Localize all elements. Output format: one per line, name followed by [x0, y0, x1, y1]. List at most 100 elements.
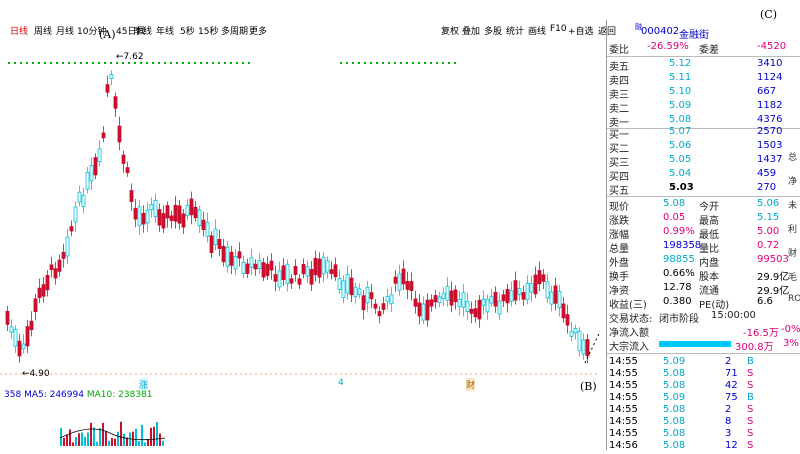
- candle-body: [485, 298, 490, 313]
- period-year[interactable]: 年线: [156, 27, 175, 37]
- volume-bar: [81, 432, 83, 446]
- date-mark-1: 涨: [139, 378, 149, 391]
- signal-dot: [62, 62, 64, 64]
- candle-body: [381, 303, 386, 310]
- volume-bar: [156, 422, 158, 446]
- tick-volume: 71: [725, 368, 738, 379]
- candle-body: [285, 263, 290, 284]
- quote-label: 收益(三): [609, 300, 647, 311]
- signal-dot: [236, 62, 238, 64]
- stock-code: 000402: [641, 26, 680, 37]
- bid-volume: 2570: [757, 126, 783, 137]
- quote-row: 净资 12.78 流通 29.9亿: [607, 282, 800, 297]
- candle-body: [565, 314, 570, 326]
- bid-row: 买三 5.05 1437: [607, 154, 800, 169]
- period-15s[interactable]: 15秒: [198, 27, 219, 37]
- weibi-value: -26.59%: [647, 41, 689, 52]
- tool-multi[interactable]: 多股: [484, 27, 503, 37]
- tick-price: 5.08: [663, 416, 686, 427]
- annotation-a: (A): [99, 28, 116, 41]
- high-price-label: ←7.62: [116, 52, 144, 62]
- volume-bar: [138, 441, 140, 446]
- weicha-label: 委差: [699, 45, 719, 56]
- signal-dot: [50, 62, 52, 64]
- volume-bar: [153, 426, 155, 446]
- bid-price: 5.06: [669, 140, 692, 151]
- tick-price: 5.08: [663, 428, 686, 439]
- period-season[interactable]: 季线: [134, 27, 153, 37]
- volume-bar: [66, 434, 68, 446]
- signal-dot: [140, 62, 142, 64]
- tool-add-favorite[interactable]: +自选: [568, 27, 594, 37]
- tick-time: 14:55: [609, 416, 638, 427]
- quote-value-2: 0.72: [757, 240, 780, 251]
- quote-value: 0.66%: [663, 268, 695, 279]
- candle-body: [61, 251, 66, 259]
- candle-body: [65, 236, 70, 257]
- tool-stats[interactable]: 统计: [506, 27, 525, 37]
- volume-bar: [111, 438, 113, 446]
- candle-body: [93, 157, 98, 176]
- period-45[interactable]: 45日线: [116, 27, 146, 37]
- period-day[interactable]: 日线: [10, 27, 29, 37]
- tool-back[interactable]: 返回: [598, 27, 617, 37]
- bid-price: 5.05: [669, 154, 692, 165]
- ask-volume: 667: [757, 86, 777, 97]
- tick-volume: 12: [725, 440, 738, 451]
- candle-body: [69, 226, 74, 232]
- period-month[interactable]: 月线: [56, 27, 75, 37]
- tool-fuquan[interactable]: 复权: [441, 27, 460, 37]
- tick-row: 14:55 5.08 3 S: [607, 428, 800, 442]
- period-10min[interactable]: 10分钟: [77, 27, 107, 37]
- quote-row: 总量 198358 量比 0.72: [607, 240, 800, 255]
- ask-row: 卖五 5.12 3410: [607, 58, 800, 73]
- bid-volume: 270: [757, 182, 777, 193]
- period-multi[interactable]: 多周期: [221, 27, 249, 37]
- period-more[interactable]: 更多: [249, 27, 268, 37]
- volume-bar: [75, 437, 77, 446]
- divider: [607, 56, 800, 57]
- ask-price: 5.10: [669, 86, 692, 97]
- tick-row: 14:55 5.09 75 B: [607, 392, 800, 406]
- tick-time: 14:55: [609, 392, 638, 403]
- tick-price: 5.08: [663, 440, 686, 451]
- big-flow-row: 大宗流入 300.8万 3%: [607, 338, 800, 353]
- candle-body: [369, 292, 374, 300]
- candle-body: [29, 320, 34, 331]
- candle-body: [453, 289, 458, 303]
- tick-row: 14:55 5.08 71 S: [607, 368, 800, 382]
- period-5s[interactable]: 5秒: [180, 27, 195, 37]
- candle-body: [77, 191, 82, 203]
- tick-side: B: [747, 392, 754, 403]
- candle-body: [237, 251, 242, 259]
- quote-label-2: 今开: [699, 202, 719, 213]
- tick-price: 5.08: [663, 368, 686, 379]
- tool-draw[interactable]: 画线: [528, 27, 547, 37]
- candle-body: [421, 303, 426, 321]
- signal-dot: [224, 62, 226, 64]
- kline-chart[interactable]: (A) (B) ←7.62 ←4.90 涨 4 财 358 MA5: 24699…: [0, 28, 600, 450]
- signal-dot: [346, 62, 348, 64]
- volume-bar: [108, 440, 110, 446]
- tool-f10[interactable]: F10: [550, 24, 567, 34]
- ask-price: 5.08: [669, 114, 692, 125]
- volume-bar: [99, 428, 101, 446]
- period-week[interactable]: 周线: [34, 27, 53, 37]
- bid-row: 买一 5.07 2570: [607, 126, 800, 141]
- candle-body: [245, 263, 250, 274]
- trend-line: [584, 330, 600, 364]
- candle-body: [305, 266, 310, 277]
- volume-ma-line: [59, 428, 166, 441]
- candle-body: [425, 299, 430, 321]
- trade-status-row: 交易状态: 闭市阶段 15:00:00: [607, 310, 800, 325]
- tool-overlay[interactable]: 叠加: [462, 27, 481, 37]
- candle-body: [89, 165, 94, 182]
- candle-body: [329, 269, 334, 275]
- candle-body: [473, 308, 478, 318]
- candle-body: [325, 260, 330, 273]
- kline-svg[interactable]: [0, 38, 600, 450]
- bid-price: 5.03: [669, 182, 694, 193]
- candle-body: [333, 264, 338, 278]
- quote-label: 净资: [609, 286, 629, 297]
- quote-label: 总量: [609, 244, 629, 255]
